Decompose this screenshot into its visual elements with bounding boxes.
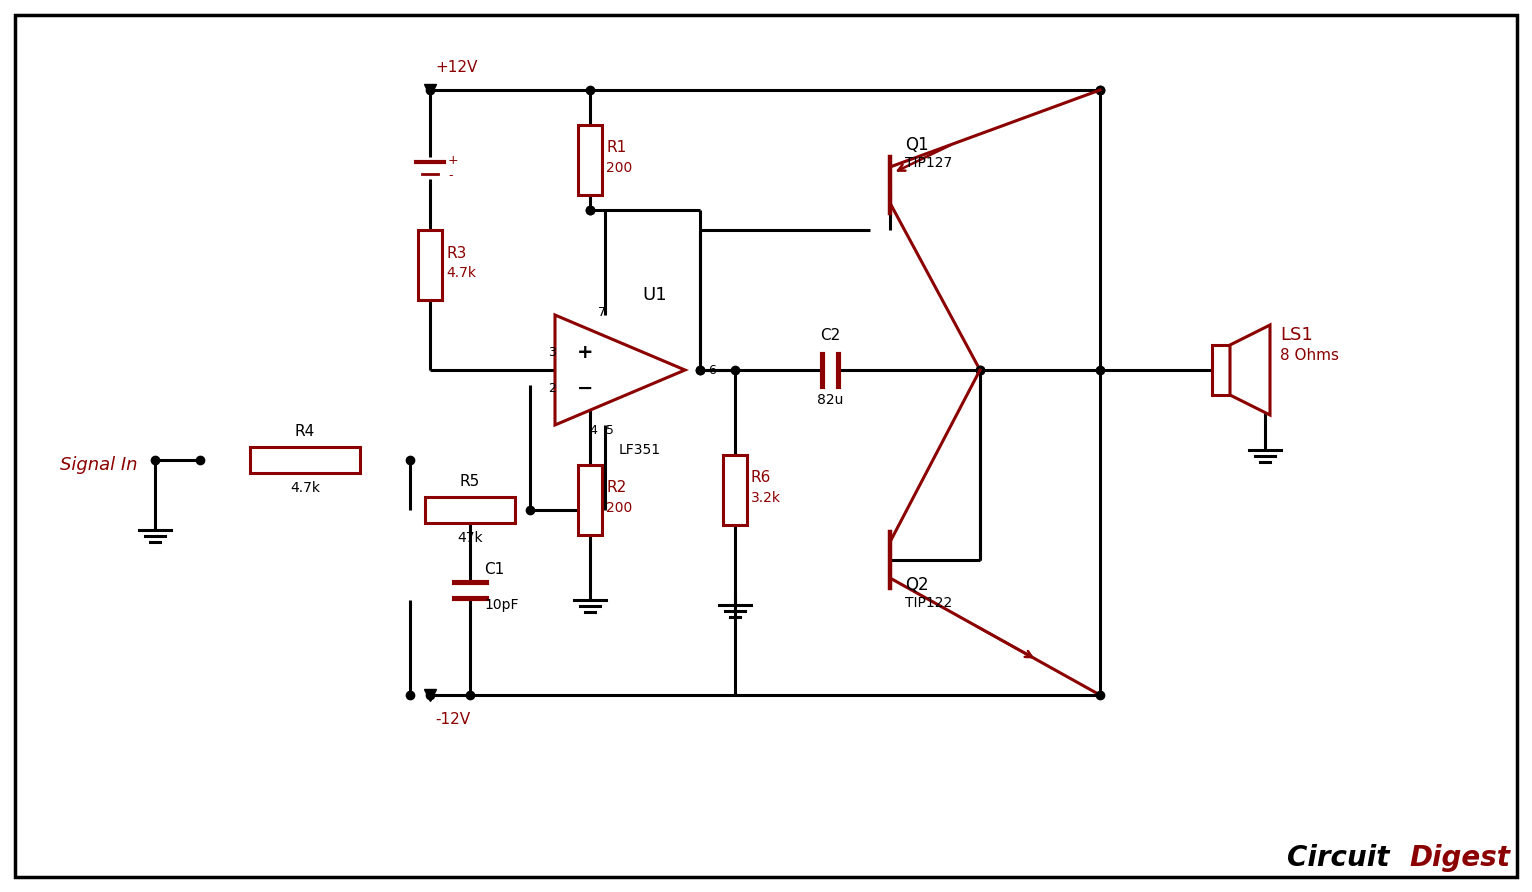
Bar	[578, 125, 602, 195]
Text: 4.7k: 4.7k	[290, 481, 320, 495]
Bar	[424, 497, 515, 523]
Text: 4.7k: 4.7k	[446, 266, 476, 280]
Text: LS1: LS1	[1281, 326, 1313, 344]
Text: R6: R6	[751, 470, 772, 485]
Text: 3: 3	[548, 345, 556, 359]
Text: TIP122: TIP122	[905, 596, 953, 610]
Bar	[578, 465, 602, 535]
Text: 8 Ohms: 8 Ohms	[1281, 348, 1339, 362]
Text: Digest: Digest	[1409, 844, 1511, 872]
Text: R4: R4	[294, 425, 316, 440]
Text: 10pF: 10pF	[484, 598, 518, 612]
Text: 3.2k: 3.2k	[751, 491, 781, 505]
Text: U1: U1	[643, 286, 668, 304]
Text: LF351: LF351	[619, 443, 662, 457]
Text: +: +	[447, 153, 458, 167]
Text: +12V: +12V	[435, 61, 478, 76]
Text: Q1: Q1	[905, 136, 928, 154]
Text: −: −	[578, 378, 593, 398]
Text: Signal In: Signal In	[60, 456, 138, 474]
Text: Circuit: Circuit	[1287, 844, 1390, 872]
Text: +: +	[576, 343, 593, 361]
Bar	[723, 455, 748, 525]
Text: R1: R1	[607, 141, 627, 155]
Bar	[418, 230, 443, 300]
Bar	[250, 447, 360, 473]
Text: -: -	[447, 169, 452, 183]
Text: -12V: -12V	[435, 713, 470, 728]
Text: 6: 6	[708, 364, 715, 376]
Text: 82u: 82u	[817, 393, 843, 407]
Text: C2: C2	[820, 327, 840, 343]
Text: 4  5: 4 5	[590, 424, 614, 436]
Polygon shape	[1230, 325, 1270, 415]
Text: R5: R5	[460, 475, 480, 490]
Text: R3: R3	[446, 245, 466, 260]
Text: TIP127: TIP127	[905, 156, 953, 170]
Text: 200: 200	[607, 161, 633, 175]
Text: 2: 2	[548, 382, 556, 394]
Bar	[1212, 345, 1230, 395]
Text: R2: R2	[607, 481, 627, 495]
Text: C1: C1	[484, 563, 504, 577]
Text: Q2: Q2	[905, 576, 928, 594]
Text: 47k: 47k	[457, 531, 483, 545]
Polygon shape	[555, 315, 685, 425]
Text: 7: 7	[597, 305, 607, 318]
Text: 200: 200	[607, 501, 633, 515]
